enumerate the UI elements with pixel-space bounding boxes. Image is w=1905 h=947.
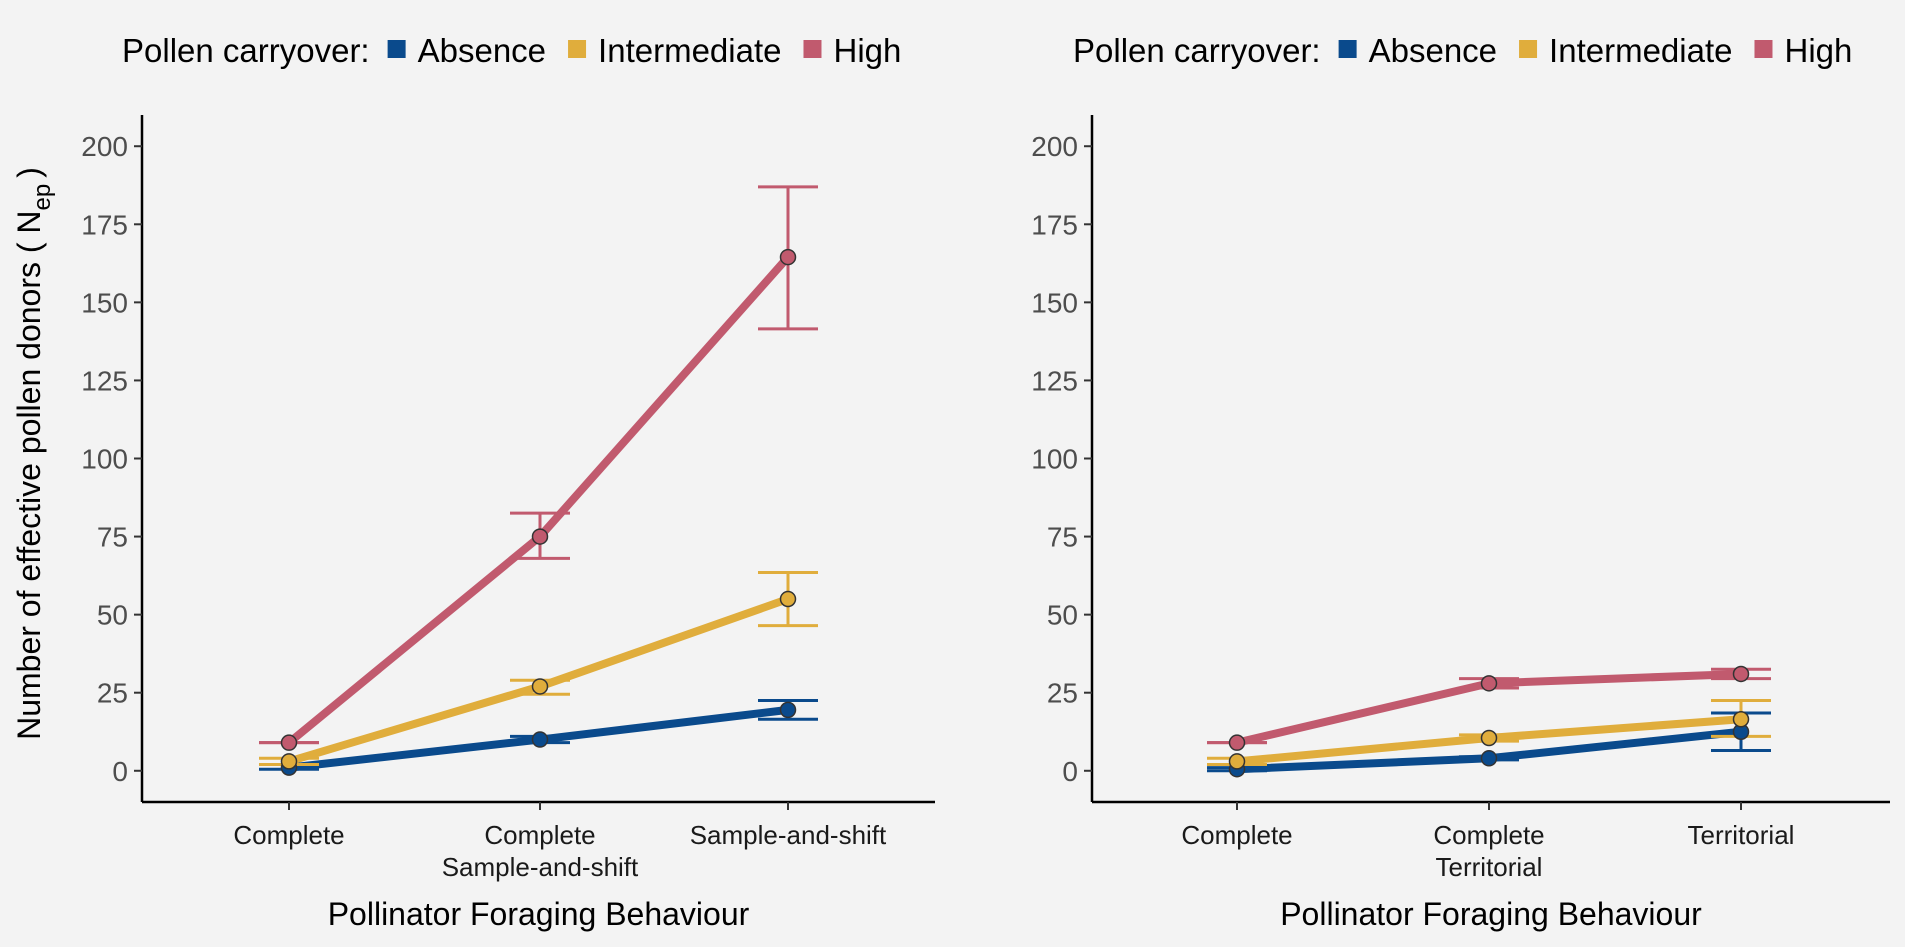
legend-swatch-absence	[387, 40, 406, 58]
chart-panel-left: Pollen carryover: Absence Intermediate High…	[11, 32, 935, 932]
data-point-high	[1480, 675, 1498, 692]
legend-title: Pollen carryover:	[122, 32, 370, 69]
y-tick-label: 150	[81, 287, 128, 318]
legend: Pollen carryover: Absence Intermediate High	[122, 32, 901, 69]
x-tick-label: Sample-and-shift	[442, 852, 639, 882]
data-point-high	[280, 734, 298, 751]
legend: Pollen carryover: Absence Intermediate High	[1073, 32, 1852, 69]
legend-label-intermediate: Intermediate	[598, 32, 781, 69]
legend-label-absence: Absence	[1369, 32, 1497, 69]
x-tick-label: Territorial	[1436, 852, 1543, 882]
y-tick-label: 175	[81, 209, 128, 240]
data-point-intermediate	[1732, 710, 1750, 728]
y-axis-title: Number of effective pollen donors ( Nep)	[11, 167, 56, 740]
legend-swatch-high	[1754, 40, 1773, 58]
y-tick-label: 150	[1031, 287, 1078, 318]
data-point-high	[1228, 734, 1246, 751]
data-point-absence	[531, 731, 549, 748]
data-point-high	[779, 248, 797, 266]
x-tick-label: Complete	[233, 820, 344, 850]
data-point-high	[531, 528, 549, 545]
y-tick-label: 25	[97, 678, 128, 709]
data-point-intermediate	[779, 590, 797, 608]
data-point-high	[1732, 665, 1750, 683]
data-point-intermediate	[1480, 729, 1498, 747]
y-tick-label: 50	[97, 600, 128, 631]
y-tick-label: 100	[81, 444, 128, 475]
y-tick-label: 200	[1031, 131, 1078, 162]
x-axis-title: Pollinator Foraging Behaviour	[328, 896, 750, 932]
legend-swatch-intermediate	[568, 40, 587, 58]
y-tick-label: 200	[81, 131, 128, 162]
y-tick-label: 75	[97, 522, 128, 553]
y-tick-label: 25	[1047, 678, 1078, 709]
data-point-absence	[779, 701, 797, 719]
y-tick-label: 100	[1031, 444, 1078, 475]
legend-swatch-absence	[1338, 40, 1357, 58]
legend-label-absence: Absence	[418, 32, 546, 69]
y-axis-title-subscript: ep	[29, 184, 56, 211]
y-tick-label: 75	[1047, 522, 1078, 553]
x-tick-label: Complete	[1433, 820, 1544, 850]
legend-title: Pollen carryover:	[1073, 32, 1321, 69]
x-axis-title: Pollinator Foraging Behaviour	[1280, 896, 1702, 932]
data-point-intermediate	[531, 678, 549, 695]
legend-swatch-high	[803, 40, 822, 58]
data-point-intermediate	[280, 753, 298, 770]
y-tick-label: 50	[1047, 600, 1078, 631]
x-tick-label: Complete	[484, 820, 595, 850]
legend-label-intermediate: Intermediate	[1549, 32, 1732, 69]
legend-swatch-intermediate	[1519, 40, 1538, 58]
data-point-intermediate	[1228, 753, 1246, 770]
legend-label-high: High	[833, 32, 901, 69]
y-tick-label: 125	[1031, 365, 1078, 396]
legend-label-high: High	[1784, 32, 1852, 69]
x-tick-label: Sample-and-shift	[690, 820, 887, 850]
chart-panel-right: Pollen carryover: Absence Intermediate High…	[1031, 32, 1890, 932]
y-tick-label: 0	[1062, 756, 1078, 787]
y-tick-label: 175	[1031, 209, 1078, 240]
y-tick-label: 125	[81, 365, 128, 396]
x-tick-label: Complete	[1181, 820, 1292, 850]
panels: Pollen carryover: Absence Intermediate High…	[11, 32, 1890, 932]
x-tick-label: Territorial	[1688, 820, 1795, 850]
y-tick-label: 0	[112, 756, 128, 787]
y-axis-title-close: )	[11, 167, 47, 178]
y-axis-title-main: Number of effective pollen donors ( N	[11, 210, 47, 739]
data-point-absence	[1480, 750, 1498, 767]
